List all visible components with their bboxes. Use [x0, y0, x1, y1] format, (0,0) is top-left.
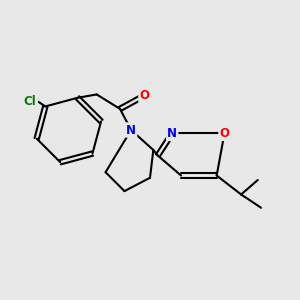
Text: N: N	[126, 124, 136, 136]
Text: N: N	[167, 127, 177, 140]
Text: O: O	[219, 127, 230, 140]
Text: Cl: Cl	[23, 95, 36, 109]
Text: O: O	[140, 89, 149, 102]
